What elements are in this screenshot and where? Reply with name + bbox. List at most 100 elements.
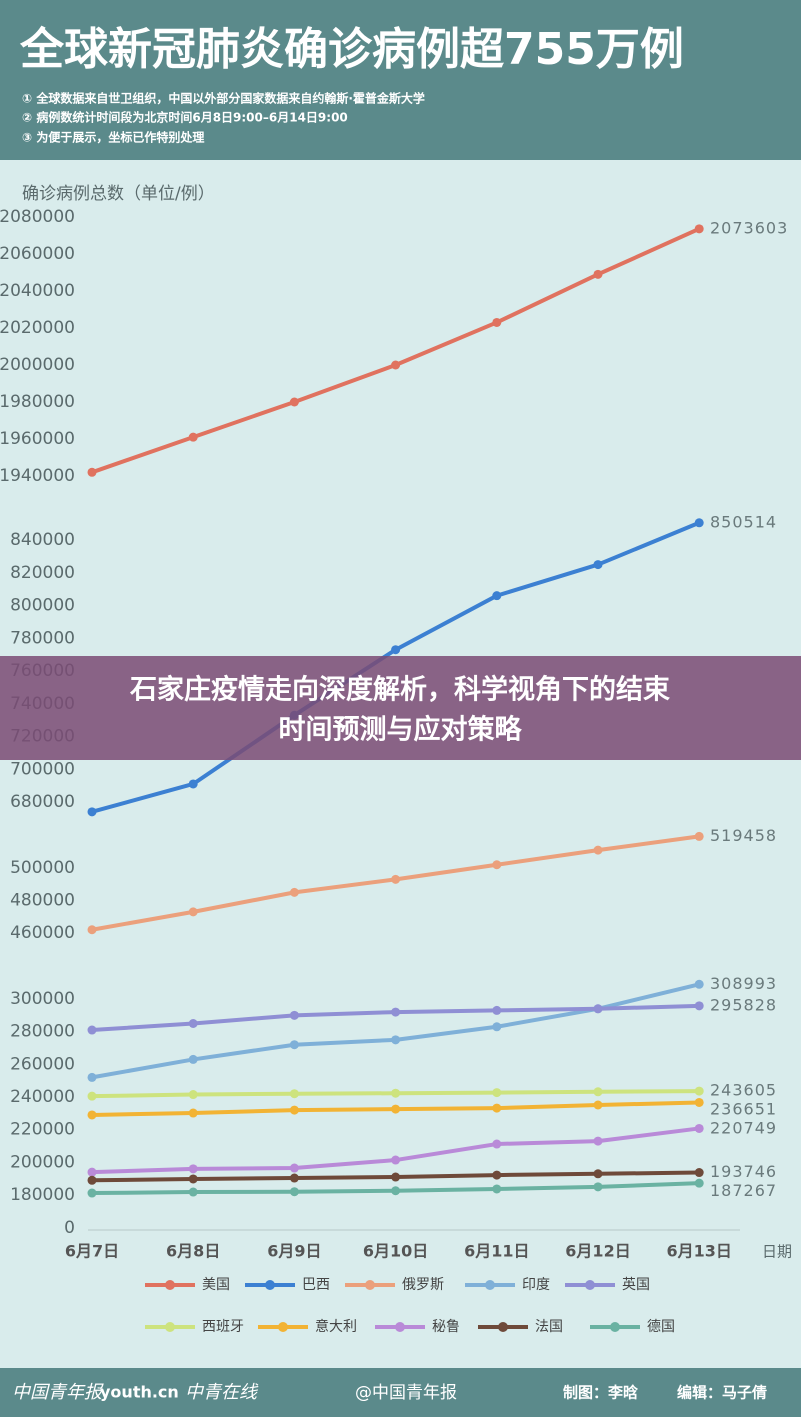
legend-label: 德国: [647, 1319, 675, 1335]
y-tick-label: 240000: [10, 1087, 75, 1107]
weibo: @中国青年报: [355, 1383, 457, 1403]
y-tick-label: 2020000: [0, 318, 75, 338]
data-point: [391, 1035, 401, 1045]
data-point: [87, 1167, 97, 1177]
y-tick-label: 0: [64, 1218, 75, 1238]
legend-label: 西班牙: [202, 1319, 244, 1335]
note: ③ 为便于展示，坐标已作特别处理: [22, 130, 204, 145]
legend-label: 巴西: [302, 1277, 330, 1293]
legend-marker: [395, 1322, 405, 1332]
data-point: [391, 360, 401, 370]
note: ② 病例数统计时间段为北京时间6月8日9:00–6月14日9:00: [22, 110, 348, 125]
data-point: [492, 591, 502, 601]
value-label: 220749: [710, 1119, 777, 1138]
x-tick-label: 6月13日: [666, 1242, 731, 1261]
data-point: [593, 1136, 603, 1146]
legend-marker: [365, 1280, 375, 1290]
data-point: [694, 1097, 704, 1107]
data-point: [391, 1186, 401, 1196]
data-point: [694, 1086, 704, 1096]
y-tick-label: 480000: [10, 891, 75, 911]
data-point: [188, 1164, 198, 1174]
data-point: [492, 317, 502, 327]
data-point: [593, 1087, 603, 1097]
data-point: [492, 1022, 502, 1032]
legend-marker: [585, 1280, 595, 1290]
data-point: [492, 1103, 502, 1113]
data-point: [87, 807, 97, 817]
value-label: 2073603: [710, 218, 788, 237]
x-tick-label: 6月11日: [464, 1242, 529, 1261]
y-axis-label: 确诊病例总数（单位/例）: [22, 184, 215, 204]
y-tick-label: 820000: [10, 563, 75, 583]
data-point: [492, 1139, 502, 1149]
data-point: [391, 645, 401, 655]
x-tick-label: 6月8日: [166, 1242, 220, 1261]
data-point: [593, 1182, 603, 1192]
data-point: [87, 1188, 97, 1198]
data-point: [694, 979, 704, 989]
note: ① 全球数据来自世卫组织，中国以外部分国家数据来自约翰斯·霍普金斯大学: [22, 91, 425, 106]
y-tick-label: 2000000: [0, 355, 75, 375]
data-point: [87, 1091, 97, 1101]
value-label: 236651: [710, 1100, 777, 1119]
legend-marker: [610, 1322, 620, 1332]
data-point: [593, 560, 603, 570]
legend-label: 法国: [535, 1319, 563, 1335]
legend-marker: [165, 1280, 175, 1290]
data-point: [694, 1178, 704, 1188]
value-label: 850514: [710, 512, 777, 531]
data-point: [289, 397, 299, 407]
x-tick-label: 6月12日: [565, 1242, 630, 1261]
data-point: [391, 1172, 401, 1182]
data-point: [188, 779, 198, 789]
data-point: [188, 1090, 198, 1100]
data-point: [694, 518, 704, 528]
legend-label: 意大利: [315, 1318, 357, 1335]
data-point: [391, 1007, 401, 1017]
logo: 中青在线: [185, 1382, 259, 1403]
banner: [0, 656, 801, 760]
y-tick-label: 300000: [10, 989, 75, 1009]
data-point: [289, 1010, 299, 1020]
header: [0, 0, 801, 160]
y-tick-label: 280000: [10, 1022, 75, 1042]
data-point: [593, 1004, 603, 1014]
x-tick-label: 6月10日: [363, 1242, 428, 1261]
value-label: 243605: [710, 1081, 777, 1100]
legend-label: 印度: [522, 1277, 550, 1293]
data-point: [492, 1170, 502, 1180]
data-point: [289, 1040, 299, 1050]
legend-label: 美国: [202, 1277, 230, 1293]
data-point: [391, 1155, 401, 1165]
data-point: [87, 1110, 97, 1120]
legend-marker: [278, 1322, 288, 1332]
logo: 中国青年报: [12, 1382, 104, 1403]
x-tick-label: 6月9日: [267, 1242, 321, 1261]
y-tick-label: 2080000: [0, 207, 75, 227]
y-tick-label: 680000: [10, 792, 75, 812]
legend-marker: [265, 1280, 275, 1290]
credit: 编辑：马子倩: [677, 1384, 767, 1402]
y-tick-label: 1980000: [0, 392, 75, 412]
data-point: [188, 1054, 198, 1064]
y-tick-label: 800000: [10, 596, 75, 616]
legend-marker: [498, 1322, 508, 1332]
logo: youth.cn: [100, 1383, 179, 1402]
value-label: 295828: [710, 995, 777, 1014]
value-label: 519458: [710, 826, 777, 845]
y-tick-label: 460000: [10, 923, 75, 943]
data-point: [87, 1175, 97, 1185]
y-tick-label: 840000: [10, 530, 75, 550]
y-tick-label: 180000: [10, 1185, 75, 1205]
data-point: [492, 1088, 502, 1098]
data-point: [289, 1187, 299, 1197]
data-point: [593, 269, 603, 279]
data-point: [391, 1104, 401, 1114]
plot: 2080000206000020400002020000200000019800…: [0, 207, 788, 1335]
y-tick-label: 500000: [10, 858, 75, 878]
value-label: 193746: [710, 1162, 777, 1181]
data-point: [593, 1169, 603, 1179]
footer: [0, 1368, 801, 1417]
